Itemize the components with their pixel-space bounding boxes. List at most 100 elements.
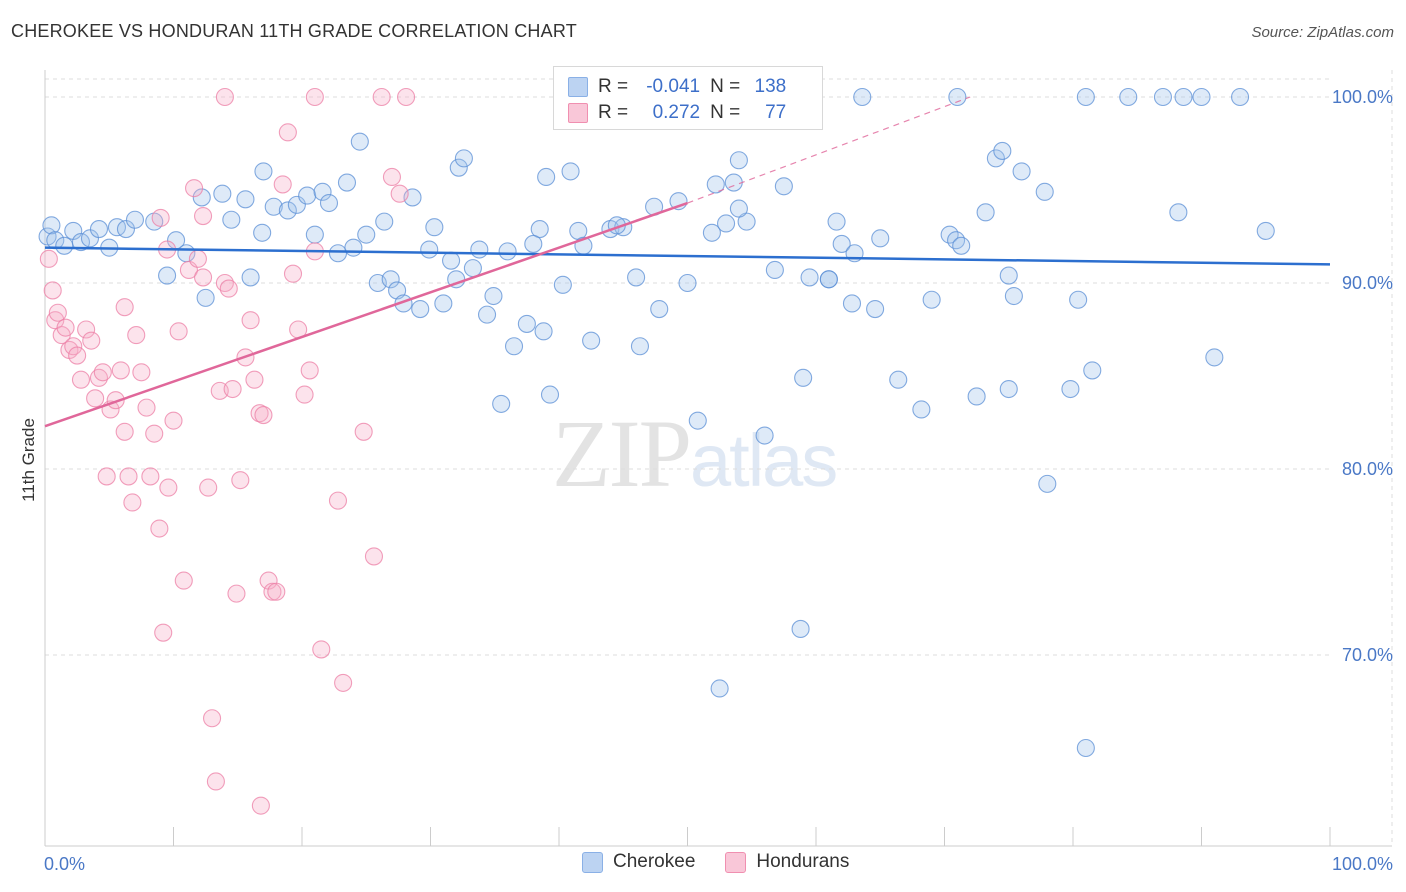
legend-n-label: N =	[710, 76, 741, 97]
data-point-cherokee	[871, 229, 890, 248]
data-point-cherokee	[1061, 379, 1080, 399]
series-swatch-cherokee	[582, 851, 603, 873]
data-point-cherokee	[278, 201, 297, 220]
data-point-cherokee	[517, 314, 536, 333]
tick-labels: 100.0% 90.0% 80.0% 70.0% 0.0% 100.0% 11th Grad…	[19, 87, 1393, 874]
data-point-hondurans	[283, 264, 303, 283]
data-point-hondurans	[372, 87, 391, 107]
data-point-cherokee	[706, 175, 725, 194]
data-point-cherokee	[1153, 87, 1172, 107]
trend-line-hondurans	[44, 201, 688, 428]
series-legend: Cherokee Hondurans	[582, 851, 879, 873]
data-point-cherokee	[827, 212, 846, 231]
series-swatch-hondurans	[725, 851, 747, 873]
data-point-cherokee	[125, 210, 144, 229]
data-point-cherokee	[999, 379, 1018, 399]
data-point-cherokee	[524, 234, 543, 253]
legend-n-value: 77	[765, 102, 787, 123]
data-point-cherokee	[561, 162, 580, 181]
data-point-cherokee	[477, 305, 497, 324]
data-point-cherokee	[492, 394, 511, 413]
y-axis-title: 11th Grade	[19, 418, 38, 502]
data-point-cherokee	[222, 210, 241, 229]
data-point-cherokee	[305, 225, 324, 244]
data-point-cherokee	[1004, 286, 1023, 306]
watermark-atlas: atlas	[690, 419, 838, 502]
data-points	[38, 84, 1275, 815]
trend-line-cherokee	[44, 246, 1331, 266]
data-point-cherokee	[866, 299, 885, 319]
data-point-hondurans	[137, 398, 156, 417]
data-point-cherokee	[375, 212, 394, 231]
data-point-cherokee	[582, 331, 601, 350]
data-point-cherokee	[724, 173, 743, 192]
data-point-cherokee	[791, 619, 810, 639]
data-point-hondurans	[141, 467, 160, 486]
data-point-cherokee	[1076, 87, 1095, 107]
data-point-hondurans	[300, 361, 319, 380]
data-point-cherokee	[254, 162, 273, 181]
data-point-cherokee	[236, 190, 255, 209]
data-point-hondurans	[245, 370, 264, 389]
data-point-cherokee	[993, 141, 1012, 160]
data-point-cherokee	[819, 270, 838, 289]
data-point-cherokee	[1256, 221, 1275, 240]
data-point-hondurans	[223, 379, 242, 399]
data-point-cherokee	[710, 679, 729, 698]
y-tick-label: 70.0%	[1342, 645, 1393, 665]
data-point-hondurans	[93, 363, 112, 382]
data-point-cherokee	[411, 299, 430, 319]
series-legend-cherokee: Cherokee	[582, 851, 695, 873]
data-point-cherokee	[264, 197, 283, 216]
data-point-cherokee	[434, 294, 453, 313]
data-point-cherokee	[800, 268, 819, 287]
data-point-hondurans	[127, 326, 146, 345]
data-point-cherokee	[158, 266, 177, 285]
data-point-hondurans	[46, 311, 65, 330]
data-point-hondurans	[151, 208, 170, 227]
data-point-cherokee	[504, 337, 524, 356]
data-point-cherokee	[530, 220, 549, 239]
data-point-cherokee	[1119, 87, 1138, 107]
data-point-hondurans	[295, 385, 314, 404]
data-point-cherokee	[442, 251, 461, 270]
data-point-cherokee	[853, 87, 872, 107]
data-point-hondurans	[305, 87, 324, 107]
data-point-cherokee	[344, 238, 363, 257]
data-point-hondurans	[64, 337, 83, 356]
data-point-cherokee	[889, 370, 908, 389]
legend-n-value: 138	[754, 76, 787, 97]
data-point-hondurans	[97, 467, 116, 486]
data-point-cherokee	[1076, 738, 1095, 758]
data-point-hondurans	[86, 389, 105, 408]
data-point-hondurans	[39, 249, 58, 268]
data-point-hondurans	[364, 547, 384, 566]
data-point-cherokee	[755, 426, 774, 445]
data-point-cherokee	[484, 286, 503, 306]
watermark-zip: ZIP	[552, 400, 692, 507]
data-point-hondurans	[150, 519, 169, 538]
data-point-hondurans	[77, 320, 96, 339]
data-point-cherokee	[947, 231, 966, 250]
data-point-cherokee	[192, 188, 211, 207]
data-point-cherokee	[449, 158, 468, 177]
data-point-hondurans	[68, 346, 87, 365]
data-point-cherokee	[553, 275, 572, 294]
data-point-hondurans	[48, 303, 67, 322]
data-point-hondurans	[145, 424, 164, 443]
data-point-cherokee	[729, 199, 748, 218]
data-point-hondurans	[174, 571, 193, 590]
data-point-cherokee	[1012, 162, 1031, 181]
data-point-cherokee	[976, 203, 995, 222]
data-point-hondurans	[219, 279, 238, 298]
data-point-cherokee	[1035, 182, 1054, 201]
data-point-cherokee	[1069, 290, 1088, 309]
data-point-cherokee	[765, 260, 784, 280]
data-point-hondurans	[206, 772, 225, 791]
data-point-cherokee	[287, 195, 306, 214]
data-point-hondurans	[169, 322, 188, 341]
data-point-hondurans	[382, 167, 402, 187]
data-point-hondurans	[194, 268, 213, 287]
data-point-hondurans	[390, 184, 409, 203]
data-point-cherokee	[627, 268, 646, 287]
